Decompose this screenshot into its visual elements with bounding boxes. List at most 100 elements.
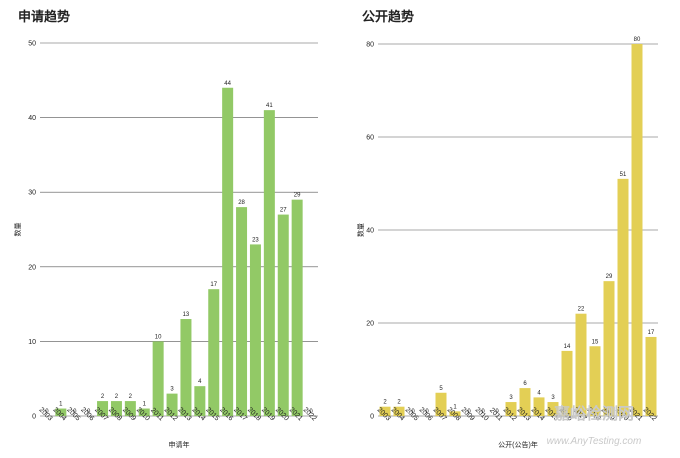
apply-bar-2019 [263,110,275,416]
publish-data-label-2010: 0 [481,409,485,415]
apply-data-label-2011: 10 [155,334,162,340]
apply-bar-2018 [249,244,261,416]
publish-bar-2008 [449,411,461,416]
publish-bar-2007 [435,392,447,416]
publish-data-label-2006: 0 [425,409,429,415]
apply-y-tick-label: 30 [28,190,36,197]
publish-x-tick-label-2006: 2006 [418,406,434,422]
apply-data-label-2010: 1 [143,402,147,408]
publish-x-tick-label-2011: 2011 [488,407,504,423]
apply-data-label-2014: 4 [198,379,202,385]
publish-data-label-2014: 4 [537,390,541,396]
apply-data-label-2016: 44 [224,81,231,87]
publish-x-tick-label-2008: 2008 [446,406,462,422]
publish-data-label-2022: 17 [648,330,655,336]
apply-data-label-2012: 3 [170,387,174,393]
publish-data-label-2016: 14 [564,344,571,350]
apply-data-label-2005: 0 [73,409,77,415]
apply-bar-2007 [97,401,109,416]
apply-data-label-2003: 0 [45,409,49,415]
apply-bar-2009 [124,401,136,416]
apply-y-tick-label: 20 [28,264,36,271]
apply-bar-2021 [291,199,303,416]
publish-x-tick-label-2005: 2005 [404,406,420,422]
publish-data-label-2018: 15 [592,339,599,345]
apply-x-tick-label-2003: 2003 [38,406,54,422]
publish-bar-2015 [547,402,559,416]
apply-x-axis-label: 申请年 [169,440,190,449]
publish-bar-2020 [617,178,629,416]
publish-bar-2003 [379,406,391,416]
apply-y-tick-label: 10 [28,339,36,346]
publish-data-label-2008: 1 [453,404,457,410]
apply-data-label-2007: 2 [101,394,105,400]
apply-y-tick-label: 50 [28,41,36,48]
publish-bar-2018 [589,346,601,416]
publish-y-tick-label: 40 [366,228,374,235]
publish-bar-2017 [575,313,587,416]
publish-bar-2019 [603,281,615,416]
apply-bar-2008 [110,401,122,416]
publish-bar-2022 [645,336,657,416]
publish-y-tick-label: 0 [370,414,374,421]
apply-bar-2013 [180,319,192,416]
apply-bar-2015 [208,289,220,416]
publish-data-label-2004: 2 [397,400,401,406]
apply-data-label-2022: 0 [309,409,313,415]
publish-data-label-2009: 0 [467,409,471,415]
apply-bar-2011 [152,341,164,416]
apply-data-label-2018: 23 [252,237,259,243]
publish-data-label-2012: 3 [509,395,513,401]
publish-data-label-2017: 22 [578,307,585,313]
publish-bar-2016 [561,350,573,416]
publish-data-label-2003: 2 [383,400,387,406]
apply-bar-2014 [194,386,206,416]
apply-bar-2016 [222,87,234,416]
apply-data-label-2008: 2 [115,394,119,400]
publish-data-label-2011: 0 [495,409,499,415]
apply-chart-title: 申请趋势 [18,9,70,24]
apply-bar-2004 [55,408,67,416]
watermark-logo-text: 嘉峪检测网 [553,404,634,423]
publish-x-tick-label-2009: 2009 [460,406,476,422]
publish-data-label-2019: 29 [606,274,613,280]
publish-y-tick-label: 20 [366,321,374,328]
apply-bar-2012 [166,393,178,416]
apply-bar-2020 [277,214,289,416]
publish-y-axis-label: 数量 [356,223,365,237]
apply-x-tick-label-2022: 2022 [302,406,318,422]
apply-x-tick-label-2006: 2006 [79,406,95,422]
apply-bar-2010 [138,408,150,416]
apply-y-tick-label: 0 [32,414,36,421]
publish-data-label-2005: 0 [411,409,415,415]
publish-chart-title: 公开趋势 [362,9,414,24]
apply-data-label-2013: 13 [183,312,190,318]
publish-bar-2012 [505,402,517,416]
apply-data-label-2017: 28 [238,200,245,206]
publish-bar-2021 [631,44,643,416]
apply-data-label-2020: 27 [280,208,287,214]
publish-data-label-2015: 3 [551,395,555,401]
apply-data-label-2004: 1 [59,402,63,408]
apply-bar-2017 [236,207,248,416]
publish-y-tick-label: 60 [366,135,374,142]
apply-y-tick-label: 40 [28,115,36,122]
apply-data-label-2006: 0 [87,409,91,415]
apply-data-label-2015: 17 [210,282,217,288]
publish-x-axis-label: 公开(公告)年 [498,440,538,449]
apply-data-label-2009: 2 [129,394,133,400]
publish-bar-2014 [533,397,545,416]
publish-y-tick-label: 80 [366,42,374,49]
watermark-url: www.AnyTesting.com [547,436,642,447]
publish-x-tick-label-2010: 2010 [474,406,490,422]
publish-data-label-2021: 80 [634,37,641,43]
publish-data-label-2020: 51 [620,172,627,178]
publish-bar-2013 [519,388,531,416]
apply-data-label-2021: 29 [294,193,301,199]
apply-y-axis-label: 数量 [13,223,22,237]
publish-data-label-2007: 5 [439,386,443,392]
apply-data-label-2019: 41 [266,103,273,109]
publish-bar-2004 [393,406,405,416]
